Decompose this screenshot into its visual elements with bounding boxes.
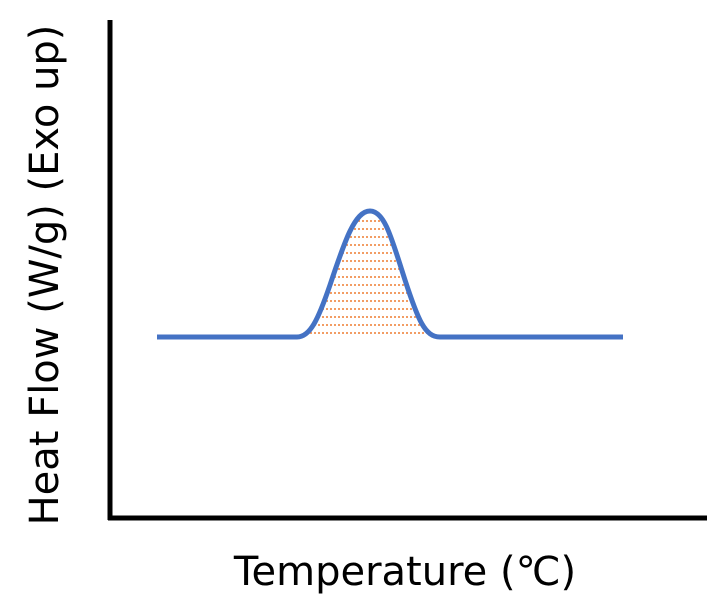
peak-area-hatching [297, 220, 440, 334]
x-axis-label: Temperature (℃) [233, 549, 576, 595]
heat-flow-curve [157, 208, 623, 340]
y-axis-label: Heat Flow (W/g) (Exo up) [22, 25, 68, 526]
